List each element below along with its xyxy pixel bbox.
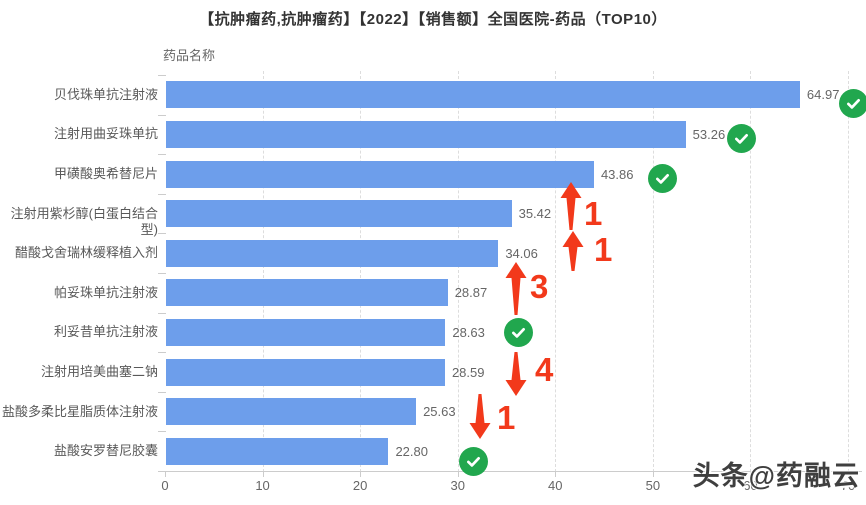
y-tick-mark [158, 471, 166, 472]
bar [166, 437, 389, 465]
y-tick-mark [158, 273, 166, 274]
y-axis-title: 药品名称 [163, 48, 216, 63]
x-tick-mark [262, 472, 264, 477]
value-label: 53.26 [692, 126, 726, 142]
y-tick-mark [158, 114, 166, 116]
check-badge [838, 88, 866, 118]
checkmark-icon [846, 98, 860, 109]
x-tick-label: 70 [840, 478, 856, 493]
value-label: 28.87 [454, 285, 488, 301]
value-label: 43.86 [600, 166, 634, 182]
bar [166, 239, 499, 267]
rank-up-arrow [505, 262, 527, 315]
bar [166, 279, 448, 307]
x-tick-label: 20 [352, 478, 368, 493]
rank-up-arrow [562, 231, 584, 271]
x-tick-mark [360, 472, 362, 477]
category-label: 甲磺酸奥希替尼片 [53, 166, 158, 181]
x-tick-mark [165, 472, 166, 477]
bar [166, 200, 512, 228]
y-tick-mark [158, 193, 166, 195]
x-tick-label: 0 [161, 478, 169, 493]
bar [166, 398, 417, 426]
bar [166, 81, 800, 109]
checkmark-icon [734, 133, 748, 144]
checkmark-icon [511, 327, 525, 338]
gridline [457, 71, 459, 472]
x-tick-label: 60 [743, 478, 758, 493]
value-label: 22.80 [395, 443, 428, 459]
value-label: 28.59 [451, 364, 485, 380]
x-tick-mark [652, 472, 654, 477]
y-tick-mark [158, 154, 166, 156]
x-axis-line [165, 471, 862, 472]
bar [166, 318, 446, 346]
category-label: 注射用紫杉醇(白蛋白结合型) [10, 205, 158, 237]
y-tick-mark [158, 312, 166, 314]
rank-down-arrow [505, 352, 527, 396]
x-tick-label: 40 [548, 478, 563, 493]
x-tick-mark [555, 472, 557, 477]
x-tick-mark [848, 472, 849, 477]
gridline [848, 71, 849, 472]
chart-title: 【抗肿瘤药,抗肿瘤药】【2022】【销售额】全国医院-药品（TOP10） [199, 11, 667, 28]
category-label: 注射用培美曲塞二钠 [40, 364, 158, 379]
x-tick-label: 30 [450, 478, 465, 493]
rank-change-number: 4 [535, 351, 554, 388]
y-tick-mark [158, 233, 166, 235]
rank-down-arrow [469, 394, 491, 439]
check-badge [726, 123, 756, 153]
value-label: 28.63 [452, 324, 485, 340]
watermark: 头条@药融云 [692, 461, 860, 491]
y-tick-mark [158, 352, 166, 354]
category-label: 注射用曲妥珠单抗 [53, 126, 158, 142]
category-label: 贝伐珠单抗注射液 [53, 86, 158, 102]
value-label: 64.97 [806, 87, 840, 103]
y-tick-mark [158, 431, 166, 433]
category-label: 盐酸安罗替尼胶囊 [53, 443, 158, 459]
checkmark-icon [466, 456, 480, 467]
rank-change-number: 1 [497, 399, 516, 436]
bar [166, 160, 594, 188]
rank-change-number: 1 [584, 195, 603, 232]
gridline [262, 71, 264, 472]
rank-change-number: 3 [530, 268, 549, 305]
gridline [555, 71, 557, 472]
check-badge [647, 163, 677, 193]
bar [166, 358, 445, 386]
category-label: 醋酸戈舍瑞林缓释植入剂 [14, 245, 158, 261]
check-badge [458, 446, 488, 476]
rank-up-arrow [560, 182, 582, 230]
value-label: 25.63 [423, 404, 456, 420]
y-tick-mark [158, 75, 166, 76]
x-tick-label: 10 [255, 478, 270, 493]
gridline [750, 71, 752, 472]
category-label: 帕妥珠单抗注射液 [53, 284, 158, 300]
checkmark-icon [655, 173, 669, 184]
y-tick-mark [158, 391, 166, 393]
value-label: 34.06 [505, 245, 538, 261]
x-tick-mark [457, 472, 459, 477]
gridline [652, 71, 654, 472]
category-label: 利妥昔单抗注射液 [53, 324, 158, 340]
x-tick-mark [750, 472, 752, 477]
value-label: 35.42 [518, 206, 552, 222]
bar [166, 120, 686, 148]
rank-change-number: 1 [594, 231, 613, 268]
category-label: 盐酸多柔比星脂质体注射液 [1, 403, 158, 419]
x-tick-label: 50 [645, 478, 661, 493]
gridline [360, 71, 362, 472]
check-badge [503, 317, 533, 347]
